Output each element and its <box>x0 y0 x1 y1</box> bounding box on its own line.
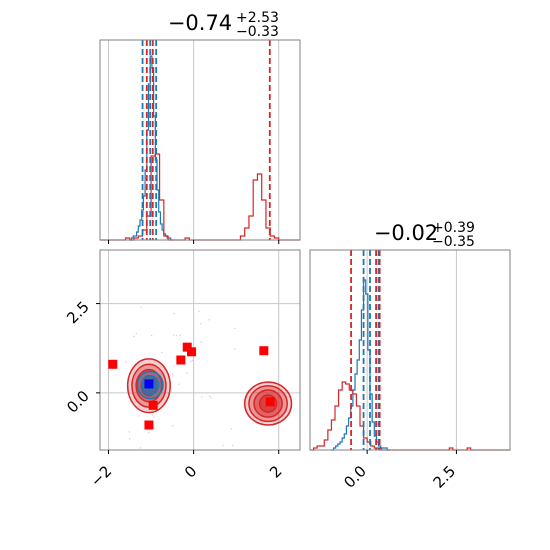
joint-sample-point <box>147 431 150 434</box>
marginal-y-histograms <box>310 279 510 451</box>
joint-sample-point <box>233 327 236 330</box>
marginal-x-ticks <box>108 240 280 244</box>
joint-sample-point <box>133 335 135 338</box>
joint-x-tick-label-0: −2 <box>87 462 115 490</box>
joint-sample-point <box>199 341 202 343</box>
joint-marker-1-0 <box>144 379 154 389</box>
joint-marker-0-7 <box>265 397 275 407</box>
marginal-y-title-plus: +0.39 <box>432 220 475 236</box>
joint-sample-point <box>161 351 164 354</box>
marginal-y-tick-label-1: 2.5 <box>430 462 460 492</box>
joint-sample-point <box>171 424 174 427</box>
joint-sample-point <box>179 334 181 337</box>
joint-sample-point <box>140 306 142 309</box>
joint-sample-point <box>171 373 174 376</box>
joint-marker-0-6 <box>259 346 269 356</box>
joint-sample-point <box>208 318 210 321</box>
joint-sample-point <box>186 372 189 374</box>
joint-x-tick-label-2: 2 <box>266 462 285 481</box>
marginal-x-panel: −0.74 +2.53 −0.33 <box>99 10 301 244</box>
joint-sample-point <box>151 414 154 416</box>
marginal-x-title-value: −0.74 <box>168 11 232 35</box>
joint-sample-point <box>124 361 127 363</box>
joint-sample-point <box>172 334 175 336</box>
joint-sample-point <box>191 359 194 362</box>
joint-sample-point <box>150 334 153 337</box>
joint-marker-0-4 <box>182 342 192 352</box>
joint-sample-point <box>199 322 202 325</box>
joint-marker-0-2 <box>144 420 154 430</box>
joint-y-ticks: 0.0 2.5 <box>63 298 100 417</box>
joint-y-tick-label-0: 0.0 <box>63 387 93 417</box>
joint-x-tick-label-1: 0 <box>181 462 200 481</box>
joint-sample-point <box>173 365 175 367</box>
marginal-x-quantile-lines <box>141 40 271 240</box>
marginal-x-grid <box>108 40 280 240</box>
joint-marker-0-1 <box>148 400 158 410</box>
marginal-y-x-ticks: 0.0 2.5 <box>340 450 459 492</box>
marginal-x-title-minus: −0.33 <box>236 24 279 40</box>
marginal-y-title-value: −0.02 <box>374 221 438 245</box>
marginal-y-tick-label-0: 0.0 <box>340 462 370 492</box>
joint-sample-point <box>139 447 142 449</box>
joint-sample-point <box>135 332 138 335</box>
joint-sample-point <box>128 438 131 440</box>
joint-sample-point <box>233 347 236 350</box>
joint-x-ticks: −2 0 2 <box>87 450 286 490</box>
joint-sample-point <box>178 383 180 385</box>
joint-sample-point <box>208 395 211 397</box>
marginal-y-histogram-series-1 <box>310 381 510 451</box>
marginal-x-title: −0.74 <box>168 11 232 35</box>
joint-marker-0-3 <box>176 355 186 365</box>
joint-sample-point <box>128 431 131 433</box>
marginal-y-panel: 0.0 2.5 −0.02 +0.39 −0.35 <box>309 220 511 492</box>
joint-marker-0-5 <box>186 347 196 357</box>
joint-markers <box>108 342 275 430</box>
marginal-y-histogram-series-0 <box>331 279 390 451</box>
joint-sample-point <box>198 310 200 313</box>
joint-sample-point <box>175 334 178 337</box>
joint-y-tick-label-1: 2.5 <box>63 298 93 328</box>
joint-sample-point <box>231 444 234 447</box>
marginal-y-title: −0.02 <box>374 221 438 245</box>
joint-sample-point <box>210 397 212 399</box>
joint-sample-point <box>172 375 174 377</box>
joint-frame <box>99 249 301 451</box>
marginal-y-grid <box>366 250 457 450</box>
joint-sample-point <box>200 396 203 398</box>
joint-marker-0-0 <box>108 359 118 369</box>
joint-sample-point <box>153 416 155 418</box>
joint-panel: −2 0 2 0.0 2.5 <box>63 249 301 490</box>
marginal-x-frame <box>99 39 301 241</box>
joint-sample-point <box>137 415 140 417</box>
joint-sample-point <box>173 312 175 315</box>
joint-sample-point <box>222 444 224 447</box>
marginal-y-frame <box>309 249 511 451</box>
marginal-y-title-minus: −0.35 <box>432 234 475 250</box>
joint-sample-point <box>230 428 233 430</box>
marginal-x-title-plus: +2.53 <box>236 10 279 26</box>
marginal-y-quantile-lines <box>350 250 381 450</box>
joint-sample-point <box>189 360 192 363</box>
